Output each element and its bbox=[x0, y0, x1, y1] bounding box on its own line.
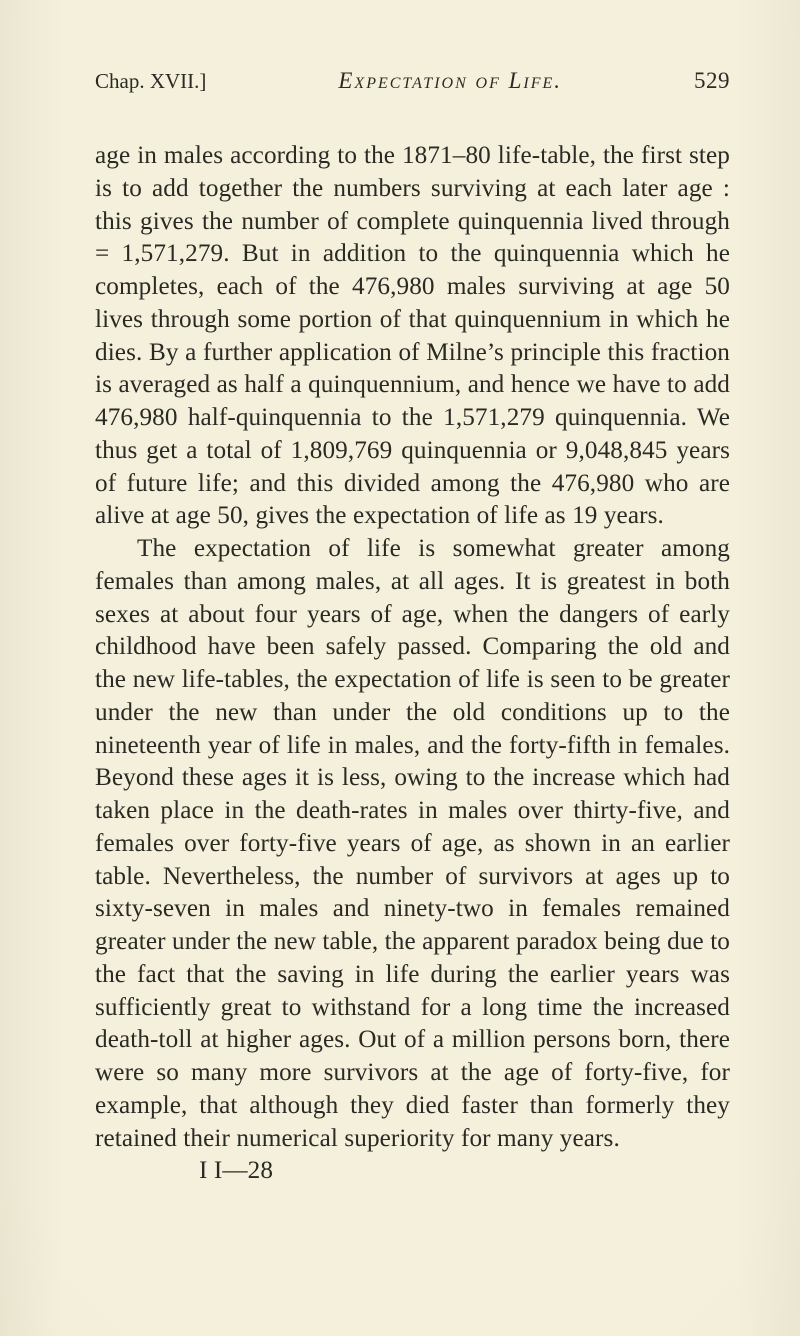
running-head-center: Expectation of Life. bbox=[338, 68, 562, 94]
paragraph-2: The expectation of life is somewhat grea… bbox=[95, 533, 730, 1155]
running-head: Chap. XVII.] Expectation of Life. 529 bbox=[95, 68, 730, 94]
page-number: 529 bbox=[694, 68, 730, 94]
body-text: age in males according to the 1871–80 li… bbox=[95, 140, 730, 1188]
signature-line: I I—28 bbox=[95, 1155, 730, 1188]
paragraph-1: age in males according to the 1871–80 li… bbox=[95, 140, 730, 533]
page-block: Chap. XVII.] Expectation of Life. 529 ag… bbox=[95, 68, 730, 1188]
running-head-left: Chap. XVII.] bbox=[95, 69, 206, 94]
